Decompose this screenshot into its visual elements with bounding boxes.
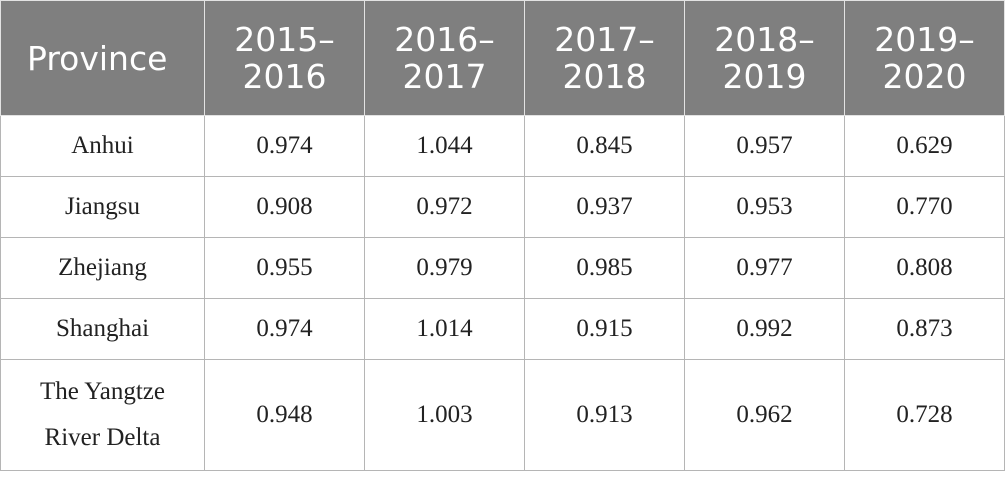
table-row-anhui: Anhui 0.974 1.044 0.845 0.957 0.629 [0, 115, 1005, 177]
table-cell: 0.937 [524, 176, 685, 238]
table-cell: 0.873 [844, 298, 1005, 360]
table-header: Province 2015– 2016 2016– 2017 2017– 2018 2… [0, 0, 1005, 116]
table-body: Anhui 0.974 1.044 0.845 0.957 0.629 Jian… [0, 115, 1005, 471]
table-cell: 0.985 [524, 237, 685, 299]
row-label-text: Jiangsu [65, 193, 140, 220]
table-cell: 0.974 [204, 298, 365, 360]
row-label-text: Zhejiang [58, 254, 147, 281]
row-label: Zhejiang [0, 237, 205, 299]
row-label-text-line1: The Yangtze [40, 378, 165, 405]
table-cell: 0.957 [684, 115, 845, 177]
header-period-2016-2017: 2016– 2017 [364, 0, 525, 116]
row-label-text: Shanghai [55, 315, 150, 342]
table-row-jiangsu: Jiangsu 0.908 0.972 0.937 0.953 0.770 [0, 176, 1005, 238]
table-row-yangtze-river-delta: The Yangtze River Delta 0.948 1.003 0.913… [0, 359, 1005, 471]
header-label-line2: 2020 [882, 57, 967, 96]
row-label: Jiangsu [0, 176, 205, 238]
table-cell: 0.908 [204, 176, 365, 238]
table-row-zhejiang: Zhejiang 0.955 0.979 0.985 0.977 0.808 [0, 237, 1005, 299]
table-cell: 0.728 [844, 359, 1005, 471]
header-province: Province [0, 0, 205, 116]
header-label-line2: 2018 [562, 57, 647, 96]
header-label-line1: 2019– [874, 20, 975, 59]
header-label-line2: 2017 [402, 57, 487, 96]
table-cell: 0.955 [204, 237, 365, 299]
table-cell: 1.044 [364, 115, 525, 177]
table-cell: 0.974 [204, 115, 365, 177]
table-cell: 0.992 [684, 298, 845, 360]
header-period-2015-2016: 2015– 2016 [204, 0, 365, 116]
table-cell: 0.962 [684, 359, 845, 471]
table-cell: 0.808 [844, 237, 1005, 299]
header-label-line1: 2016– [394, 20, 495, 59]
row-label: The Yangtze River Delta [0, 359, 205, 471]
row-label: Shanghai [0, 298, 205, 360]
table-cell: 0.948 [204, 359, 365, 471]
header-row: Province 2015– 2016 2016– 2017 2017– 2018 2… [0, 0, 1005, 116]
table-row-shanghai: Shanghai 0.974 1.014 0.915 0.992 0.873 [0, 298, 1005, 360]
table-cell: 0.845 [524, 115, 685, 177]
header-period-2017-2018: 2017– 2018 [524, 0, 685, 116]
header-label-line2: 2016 [242, 57, 327, 96]
table-cell: 0.913 [524, 359, 685, 471]
table-cell: 0.915 [524, 298, 685, 360]
header-label: Province [27, 38, 168, 78]
table-cell: 0.953 [684, 176, 845, 238]
table-cell: 0.972 [364, 176, 525, 238]
table-cell: 0.979 [364, 237, 525, 299]
table-cell: 0.770 [844, 176, 1005, 238]
header-period-2019-2020: 2019– 2020 [844, 0, 1005, 116]
header-period-2018-2019: 2018– 2019 [684, 0, 845, 116]
row-label-text-line2: River Delta [44, 424, 161, 451]
row-label-text: Anhui [71, 132, 134, 159]
row-label: Anhui [0, 115, 205, 177]
table-cell: 0.977 [684, 237, 845, 299]
header-label-line1: 2015– [234, 20, 335, 59]
table-cell: 1.014 [364, 298, 525, 360]
header-label-line1: 2017– [554, 20, 655, 59]
header-label-line1: 2018– [714, 20, 815, 59]
data-table: Province 2015– 2016 2016– 2017 2017– 2018 2… [0, 0, 1005, 471]
table-cell: 0.629 [844, 115, 1005, 177]
table-cell: 1.003 [364, 359, 525, 471]
header-label-line2: 2019 [722, 57, 807, 96]
